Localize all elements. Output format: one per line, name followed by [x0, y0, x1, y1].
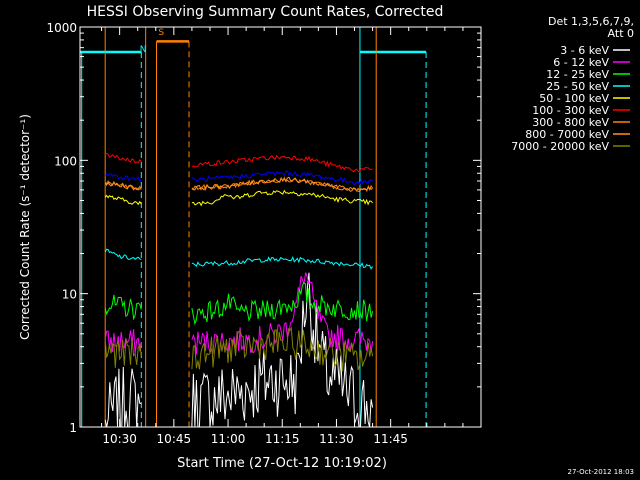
plot-area: NS [80, 27, 427, 428]
y-tick-label: 100 [54, 154, 77, 168]
x-tick-label: 11:30 [319, 432, 354, 446]
series-2-segment-1 [191, 282, 374, 326]
series-4-segment-1 [191, 189, 373, 207]
legend-entry-label: 25 - 50 keV [546, 80, 609, 93]
legend-entry-label: 3 - 6 keV [560, 44, 609, 57]
mode-label-s: S [158, 28, 164, 38]
y-axis: 1 10 100 1000 [46, 21, 481, 435]
x-tick-label: 10:30 [102, 432, 137, 446]
legend-entry-label: 300 - 800 keV [532, 116, 609, 129]
plot-frame [79, 26, 482, 428]
x-tick-label: 11:45 [373, 432, 408, 446]
legend-entry-label: 6 - 12 keV [553, 56, 609, 69]
legend-entry-label: 12 - 25 keV [546, 68, 609, 81]
series-5-segment-0 [104, 152, 142, 164]
x-tick-label: 11:00 [211, 432, 246, 446]
series-2-segment-0 [104, 294, 142, 321]
series-1-segment-1 [191, 272, 374, 355]
series-9-segment-1 [191, 170, 373, 186]
timestamp: 27-Oct-2012 18:03 [568, 468, 634, 476]
legend-subtitle: Att 0 [608, 27, 634, 40]
series-3-segment-1 [191, 255, 374, 270]
series-7-segment-1 [191, 176, 373, 193]
series-0-segment-1 [191, 272, 374, 428]
legend-entry-label: 800 - 7000 keV [525, 128, 609, 141]
legend-title: Det 1,3,5,6,7,9, [548, 15, 634, 28]
series-8-segment-0 [104, 338, 142, 368]
series-5-segment-1 [191, 154, 373, 173]
x-tick-label: 10:45 [157, 432, 192, 446]
chart-title: HESSI Observing Summary Count Rates, Cor… [87, 4, 444, 20]
y-tick-label: 1000 [46, 21, 77, 35]
series-9-segment-0 [104, 173, 142, 183]
y-tick-label: 1 [69, 421, 77, 435]
x-axis-label: Start Time (27-Oct-12 10:19:02) [177, 456, 387, 471]
legend-entry-label: 7000 - 20000 keV [511, 140, 609, 153]
y-axis-label: Corrected Count Rate (s⁻¹ detector⁻¹) [18, 114, 32, 340]
x-axis: 10:30 10:45 11:00 11:15 11:30 11:45 [101, 27, 464, 446]
series-3-segment-0 [104, 248, 142, 261]
series-0-segment-0 [104, 366, 142, 428]
series-8-segment-1 [191, 326, 374, 372]
mode-label-n: N [140, 45, 147, 55]
x-tick-label: 11:15 [265, 432, 300, 446]
series-4-segment-0 [104, 194, 142, 206]
legend-entry-label: 50 - 100 keV [539, 92, 609, 105]
series-7-segment-0 [104, 179, 142, 191]
y-tick-label: 10 [62, 288, 77, 302]
legend-entry-label: 100 - 300 keV [532, 104, 609, 117]
